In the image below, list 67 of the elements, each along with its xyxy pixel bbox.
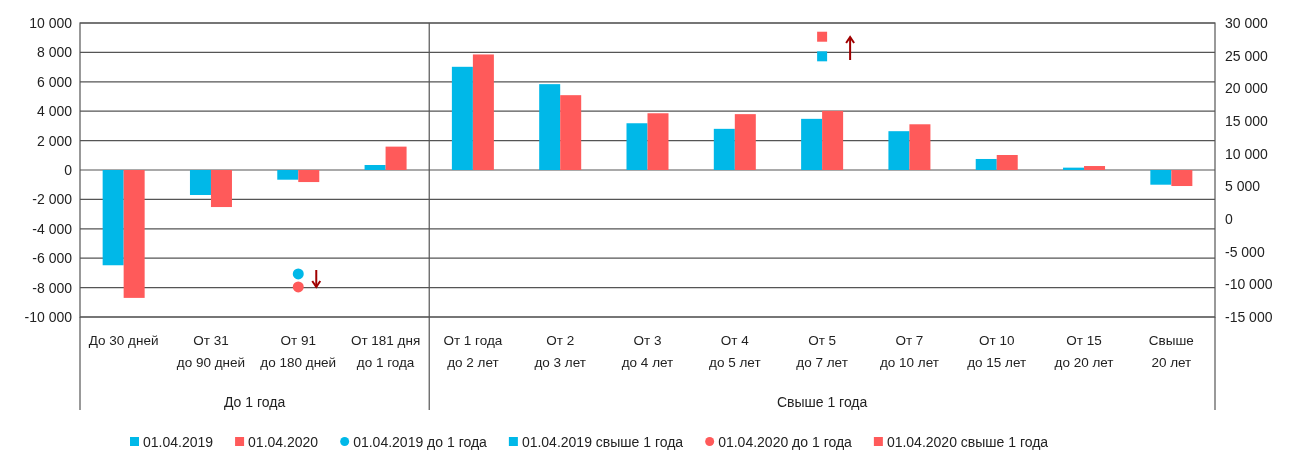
bar [539,84,561,170]
bar [560,95,582,170]
bar [713,128,735,170]
x-tick-label: От 3 до 4 лет [621,333,674,370]
x-tick-label: От 15 до 20 лет [1054,333,1114,370]
y-tick-label: -2 000 [32,191,73,208]
y-tick-label: -10 000 [24,308,73,325]
y2-tick-label: 20 000 [1225,80,1269,97]
bar [996,155,1018,170]
bar [451,66,473,170]
legend-label: 01.04.2019 свыше 1 года [521,434,684,450]
y2-tick-label: -10 000 [1225,276,1273,293]
y-tick-label: -4 000 [32,220,73,237]
y-tick-label: 2 000 [36,132,73,149]
y-tick-label: 8 000 [36,44,73,61]
x-tick-label: От 91 до 180 дней [260,333,337,370]
bar [909,124,931,170]
x-tick-label: От 1 года до 2 лет [443,333,503,370]
legend-label: 01.04.2019 до 1 года [353,434,488,450]
bar [1150,170,1172,185]
bar [822,110,844,170]
x-tick-label: От 2 до 3 лет [534,333,586,370]
x-tick-label: От 31 до 90 дней [176,333,246,370]
bar [734,114,756,170]
y2-tick-label: -5 000 [1225,243,1265,260]
x-tick-label: От 181 дня до 1 года [350,333,421,370]
bar [1084,166,1106,170]
text: Свыше 1 года [776,394,868,410]
bar [626,123,648,170]
y2-tick-label: 10 000 [1225,145,1269,162]
bar [298,170,320,183]
y2-tick-label: 25 000 [1225,47,1269,64]
y-tick-label: -8 000 [32,279,73,296]
y-tick-label: 0 [64,161,73,178]
y2-tick-label: 5 000 [1225,178,1261,195]
legend-label: 01.04.2020 свыше 1 года [886,434,1049,450]
y2-tick-label: 30 000 [1225,14,1269,31]
y-tick-label: 10 000 [29,14,73,31]
bar [102,170,124,266]
bar [189,170,211,195]
x-tick-label: До 30 дней [88,333,159,348]
y-tick-label: 4 000 [36,103,73,120]
y-tick-label: 6 000 [36,73,73,90]
bar [472,54,494,170]
x-tick-label: От 7 до 10 лет [879,333,939,370]
bar [277,170,299,180]
y2-tick-label: 15 000 [1225,112,1269,129]
legend-label: 01.04.2020 [248,434,319,450]
x-tick-label: Свыше 20 лет [1148,333,1194,370]
bar [210,170,232,208]
bar [364,165,386,170]
bar [888,131,910,170]
y2-tick-label: 0 [1225,210,1233,227]
x-tick-label: От 10 до 15 лет [967,333,1027,370]
y2-tick-label: -15 000 [1225,308,1273,325]
text: До 1 года [224,394,286,410]
bar [123,170,145,298]
x-tick-label: От 4 до 5 лет [709,333,761,370]
x-tick-label: От 5 до 7 лет [796,333,848,370]
legend-label: 01.04.2020 до 1 года [718,434,853,450]
bar [385,146,407,170]
bar [647,113,669,170]
bar [801,118,823,170]
bar [975,158,997,170]
bar [1171,170,1193,187]
y-tick-label: -6 000 [32,250,73,267]
legend-label: 01.04.2019 [143,434,214,450]
